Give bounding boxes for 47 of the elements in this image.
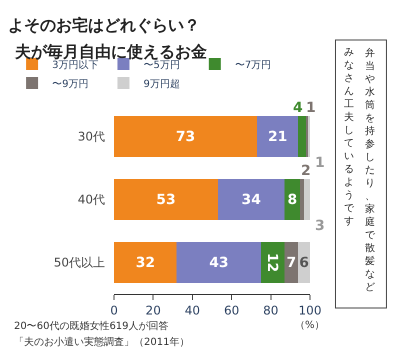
data-label: 8 <box>288 192 298 208</box>
data-label: 34 <box>242 192 262 208</box>
x-tick-label: 80 <box>263 303 278 318</box>
x-tick-label: 60 <box>224 303 240 318</box>
x-tick-label: 0 <box>110 303 118 318</box>
bar <box>176 242 261 283</box>
bar <box>114 242 177 283</box>
data-label: 43 <box>209 255 229 272</box>
data-label: 3 <box>315 218 325 234</box>
text: みなさん工夫しているようです <box>344 47 354 227</box>
data-label: 7 <box>286 255 296 272</box>
data-label: 1 <box>315 155 325 171</box>
data-label: 1 <box>306 100 316 116</box>
data-label: 32 <box>136 255 156 272</box>
x-axis-title: （%） <box>295 320 325 331</box>
y-tick-label: 40代 <box>78 192 105 207</box>
chart-subtitle: 夫が毎月自由に使えるお金 <box>14 42 207 61</box>
bar <box>114 179 218 220</box>
data-label: 2 <box>301 163 311 179</box>
text: 弁当や水筒を持参したり、家庭で散髪など <box>365 48 375 293</box>
data-label: 12 <box>264 252 280 272</box>
bar <box>261 242 285 283</box>
chart-title: よそのお宅はどれぐらい？ <box>8 15 200 34</box>
bar <box>284 242 298 283</box>
bar <box>298 116 306 157</box>
data-label: 4 <box>293 100 303 116</box>
bar <box>114 116 258 157</box>
data-label: 73 <box>176 129 196 146</box>
legend-label: 〜9万円 <box>52 78 88 90</box>
data-label: 53 <box>156 192 176 208</box>
text: 20〜60代の既婚女性619人が回答 <box>14 320 169 332</box>
legend-label: 9万円超 <box>143 78 180 90</box>
x-tick-label: 100 <box>298 303 322 318</box>
legend-label: 〜7万円 <box>234 60 272 71</box>
y-tick-label: 30代 <box>78 130 105 144</box>
legend-label: 3万円以下 <box>52 58 98 71</box>
y-tick-label: 50代以上 <box>54 256 105 270</box>
x-tick-label: 40 <box>184 303 200 318</box>
bar <box>257 116 298 157</box>
bar <box>300 179 304 220</box>
data-label: 21 <box>268 129 288 146</box>
data-label: 6 <box>299 255 309 272</box>
legend-label: 〜5万円 <box>143 60 180 71</box>
bar <box>304 179 310 220</box>
text: 「夫のお小遣い実態調査」（2011年） <box>14 336 190 348</box>
x-tick-label: 20 <box>146 303 161 318</box>
bar <box>218 179 285 220</box>
